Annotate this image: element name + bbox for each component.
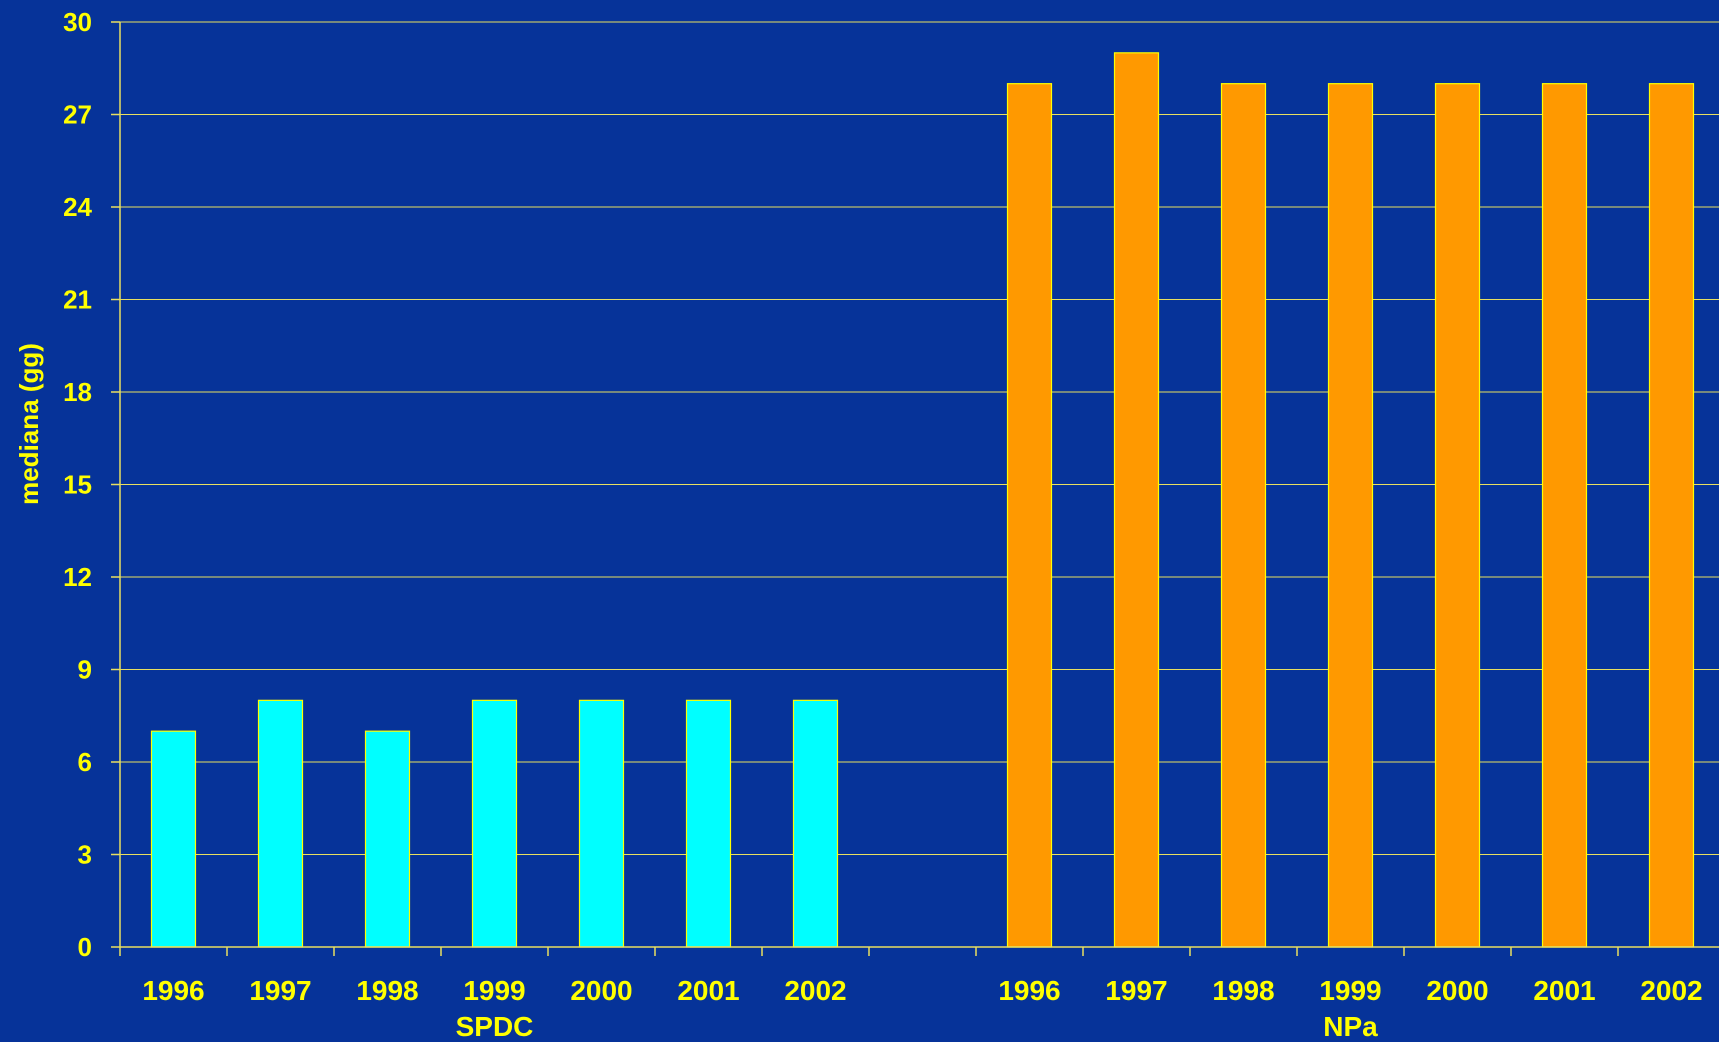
bar-spdc-1996 bbox=[150, 730, 197, 948]
bar-spdc-1999 bbox=[471, 699, 518, 948]
x-category-label: 2002 bbox=[1640, 975, 1702, 1006]
y-tick-label: 15 bbox=[63, 470, 92, 500]
y-tick-label: 18 bbox=[63, 377, 92, 407]
labels: 0 3 6 9 12 15 18 21 24 27 30 1996 1997 1998 1999 2000 20… bbox=[63, 7, 1703, 1042]
y-tick-label: 30 bbox=[63, 7, 92, 37]
y-tick-label: 21 bbox=[63, 285, 92, 315]
x-category-label: 1996 bbox=[998, 975, 1060, 1006]
x-category-label: 2000 bbox=[1426, 975, 1488, 1006]
y-tick-label: 27 bbox=[63, 100, 92, 130]
bar-spdc-1998 bbox=[364, 730, 411, 948]
bar-npa-1998 bbox=[1220, 83, 1267, 948]
x-category-label: 1999 bbox=[1319, 975, 1381, 1006]
bar-spdc-2002 bbox=[792, 699, 839, 948]
bar-npa-2001 bbox=[1541, 83, 1588, 948]
x-category-label: 1996 bbox=[142, 975, 204, 1006]
bar-spdc-1997 bbox=[257, 699, 304, 948]
x-category-label: 2000 bbox=[570, 975, 632, 1006]
y-tick-label: 3 bbox=[78, 840, 92, 870]
y-tick-label: 9 bbox=[78, 655, 92, 685]
bar-npa-1997 bbox=[1113, 52, 1160, 948]
x-category-label: 2002 bbox=[784, 975, 846, 1006]
x-category-label: 1998 bbox=[356, 975, 418, 1006]
bar-spdc-2000 bbox=[578, 699, 625, 948]
y-tick-label: 6 bbox=[78, 747, 92, 777]
y-tick-label: 12 bbox=[63, 562, 92, 592]
axes bbox=[111, 21, 1719, 956]
x-category-label: 2001 bbox=[677, 975, 739, 1006]
bars bbox=[150, 52, 1695, 948]
bar-npa-1996 bbox=[1006, 83, 1053, 948]
y-tick-label: 0 bbox=[78, 932, 92, 962]
x-group-label-spdc: SPDC bbox=[456, 1011, 534, 1042]
x-group-label-npa: NPa bbox=[1323, 1011, 1378, 1042]
y-tick-label: 24 bbox=[63, 192, 92, 222]
bar-npa-1999 bbox=[1327, 83, 1374, 948]
x-category-label: 1997 bbox=[249, 975, 311, 1006]
bar-npa-2002 bbox=[1648, 83, 1695, 948]
bar-npa-2000 bbox=[1434, 83, 1481, 948]
y-axis-title: mediana (gg) bbox=[14, 343, 44, 505]
x-category-label: 1997 bbox=[1105, 975, 1167, 1006]
x-category-label: 1998 bbox=[1212, 975, 1274, 1006]
x-category-label: 2001 bbox=[1533, 975, 1595, 1006]
x-category-label: 1999 bbox=[463, 975, 525, 1006]
bar-spdc-2001 bbox=[685, 699, 732, 948]
